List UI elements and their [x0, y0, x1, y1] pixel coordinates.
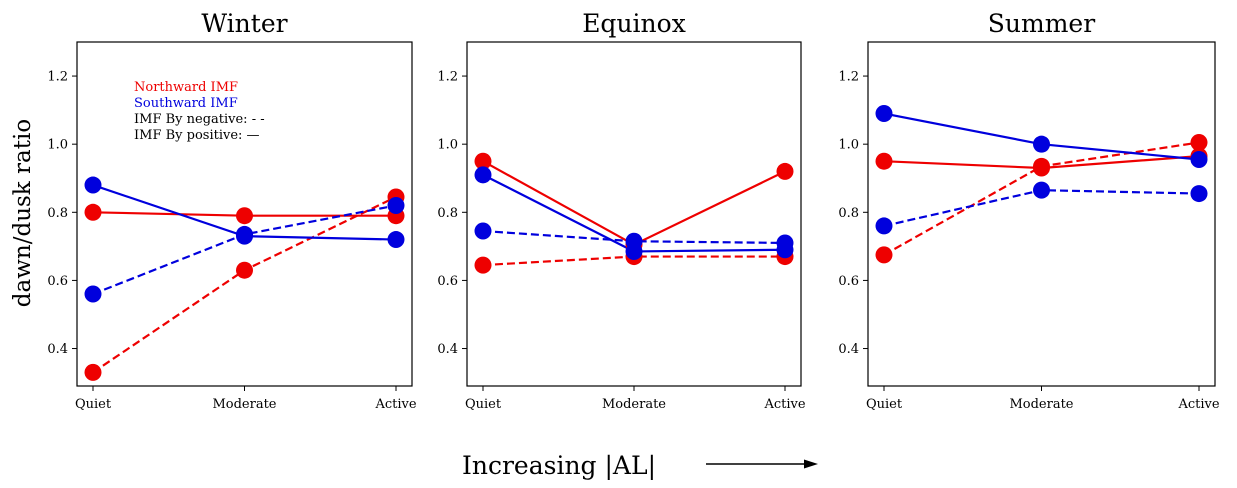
data-point-southward-by-positive	[474, 166, 492, 184]
data-point-northward-by-negative	[1190, 133, 1208, 151]
y-tick-label: 1.0	[47, 138, 68, 153]
data-point-southward-by-negative	[1190, 185, 1208, 203]
data-point-southward-by-negative	[625, 232, 643, 250]
panel-title: Winter	[201, 9, 287, 38]
plot-frame	[867, 41, 1216, 387]
y-tick-label: 0.6	[47, 274, 68, 289]
data-point-southward-by-positive	[387, 231, 405, 249]
x-axis-arrow	[706, 459, 818, 469]
x-tick-label: Quiet	[866, 397, 903, 412]
data-point-southward-by-positive	[875, 105, 893, 123]
data-point-southward-by-negative	[474, 222, 492, 240]
data-point-northward-by-negative	[474, 256, 492, 274]
plot-frame	[466, 41, 802, 387]
legend-entry: IMF By positive: —	[134, 128, 260, 143]
data-point-southward-by-positive	[1190, 151, 1208, 169]
y-tick-label: 1.0	[838, 138, 859, 153]
y-tick-label: 0.6	[838, 274, 859, 289]
y-tick-label: 0.4	[47, 342, 68, 357]
y-tick-label: 0.4	[838, 342, 859, 357]
data-point-northward-by-negative	[1033, 157, 1050, 175]
data-point-northward-by-positive	[236, 207, 253, 225]
x-tick-label: Active	[1177, 397, 1219, 412]
y-tick-label: 1.2	[47, 70, 68, 85]
data-point-northward-by-positive	[474, 152, 492, 170]
legend-entry: Northward IMF	[134, 80, 238, 95]
series-line-northward-by-positive	[482, 160, 786, 246]
data-point-southward-by-negative	[875, 217, 893, 235]
plot-frame	[76, 41, 413, 387]
panel-summer: Summer 0.4 0.6 0.8 1.0 1.2 Quiet Moderate Active	[838, 9, 1220, 412]
legend-entry: IMF By negative: - -	[134, 112, 265, 127]
data-point-northward-by-negative	[84, 363, 102, 381]
x-tick-label: Active	[763, 397, 805, 412]
data-point-southward-by-negative	[236, 225, 253, 243]
data-point-southward-by-negative	[776, 234, 794, 252]
y-tick-label: 0.8	[437, 206, 458, 221]
data-point-northward-by-positive	[776, 162, 794, 180]
y-axis-label: dawn/dusk ratio	[10, 119, 36, 307]
legend-entry: Southward IMF	[134, 96, 238, 111]
x-axis-label: Increasing |AL|	[462, 451, 656, 481]
data-point-northward-by-negative	[236, 261, 253, 279]
data-point-northward-by-positive	[875, 152, 893, 170]
x-tick-label: Quiet	[75, 397, 112, 412]
data-point-northward-by-positive	[84, 203, 102, 221]
x-tick-label: Moderate	[1009, 397, 1073, 412]
y-tick-label: 0.8	[47, 206, 68, 221]
data-point-northward-by-negative	[875, 246, 893, 264]
panel-equinox: Equinox 0.4 0.6 0.8 1.0 1.2 Quiet Moderate Activ…	[437, 9, 806, 412]
data-point-southward-by-positive	[84, 176, 102, 194]
y-tick-label: 1.2	[838, 70, 859, 85]
x-tick-label: Moderate	[602, 397, 666, 412]
data-point-southward-by-negative	[84, 285, 102, 303]
panel-title: Equinox	[582, 9, 686, 38]
data-point-southward-by-negative	[1033, 181, 1050, 199]
y-tick-label: 0.4	[437, 342, 458, 357]
x-tick-label: Quiet	[465, 397, 502, 412]
y-tick-label: 1.0	[437, 138, 458, 153]
panel-winter: Winter 0.4 0.6 0.8 1.0 1.2 Quiet Moderate Active…	[47, 9, 417, 412]
y-tick-label: 0.8	[838, 206, 859, 221]
data-point-southward-by-negative	[387, 196, 405, 214]
x-tick-label: Active	[374, 397, 416, 412]
data-point-southward-by-positive	[1033, 135, 1050, 153]
y-tick-label: 0.6	[437, 274, 458, 289]
x-tick-label: Moderate	[212, 397, 276, 412]
panel-title: Summer	[988, 9, 1095, 38]
y-tick-label: 1.2	[437, 70, 458, 85]
